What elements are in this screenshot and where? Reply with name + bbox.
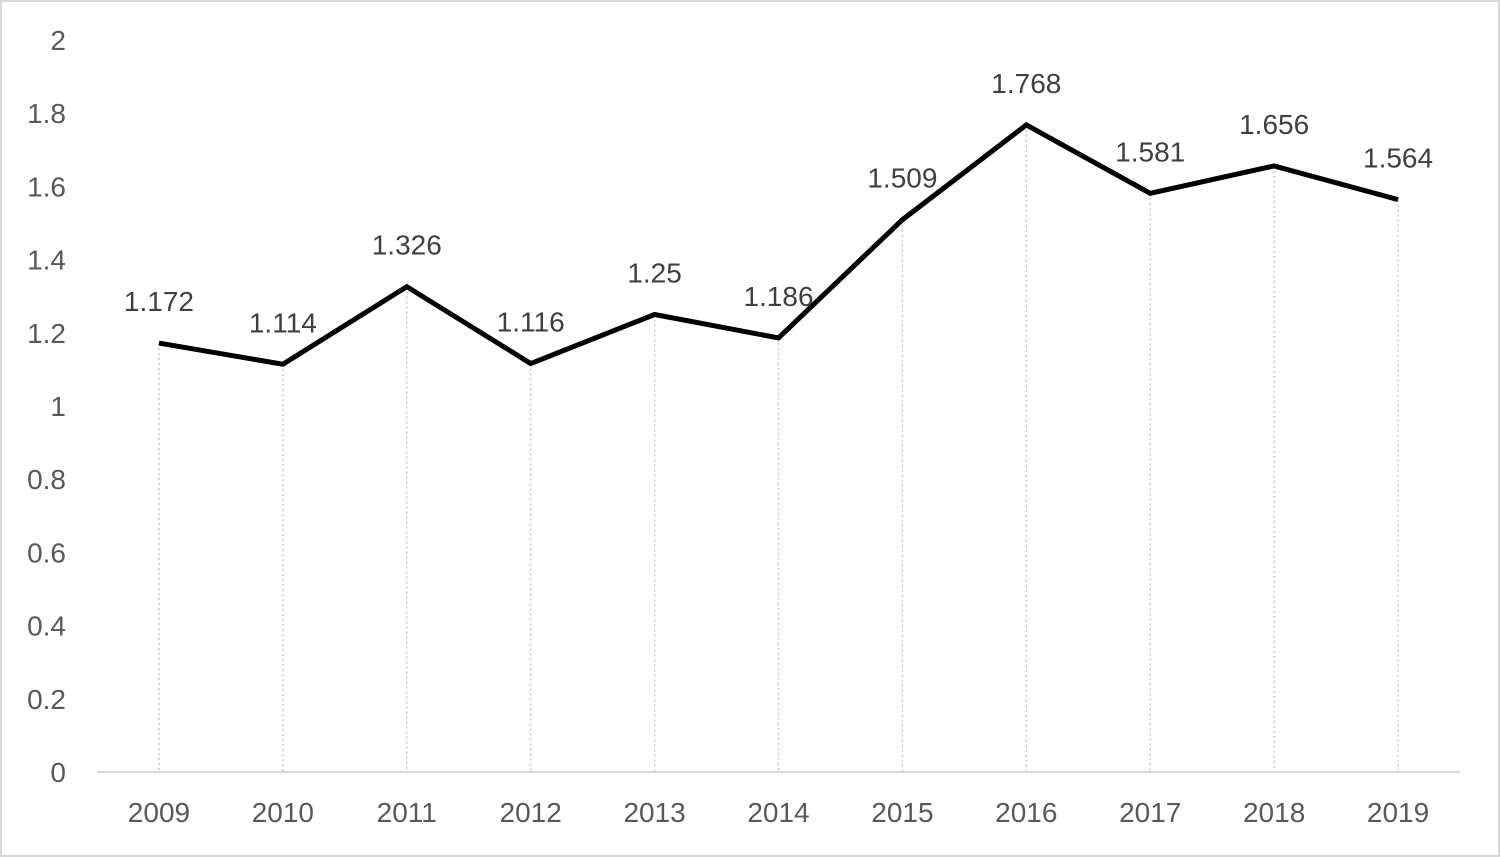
x-tick-label: 2011	[377, 797, 437, 828]
y-tick-label: 0	[50, 757, 66, 788]
y-tick-label: 1.8	[27, 98, 66, 129]
series-line	[158, 121, 1399, 367]
y-tick-label: 1.6	[27, 171, 66, 202]
x-tick-label: 2019	[1367, 797, 1429, 828]
drop-lines	[158, 124, 1399, 772]
data-label: 1.186	[743, 281, 813, 312]
x-tick-label: 2017	[1119, 797, 1181, 828]
x-tick-label: 2018	[1243, 797, 1305, 828]
data-label: 1.25	[627, 258, 682, 289]
data-label: 1.564	[1363, 143, 1433, 174]
data-label: 1.114	[249, 307, 317, 338]
x-tick-label: 2013	[623, 797, 685, 828]
y-tick-label: 0.8	[27, 464, 66, 495]
x-tick-label: 2016	[995, 797, 1057, 828]
x-tick-label: 2015	[871, 797, 933, 828]
y-tick-label: 0.6	[27, 537, 66, 568]
data-label: 1.172	[124, 286, 194, 317]
data-labels: 1.172 1.114 1.326 1.116 1.25 1.186 1.509 1.768 1…	[124, 68, 1433, 338]
x-tick-label: 2012	[500, 797, 562, 828]
data-label: 1.581	[1115, 136, 1185, 167]
x-tick-label: 2010	[252, 797, 314, 828]
x-tick-label: 2009	[128, 797, 190, 828]
y-tick-label: 0.4	[27, 611, 66, 642]
y-axis-tick-labels: 0 0.2 0.4 0.6 0.8 1 1.2 1.4 1.6 1.8 2	[27, 25, 66, 788]
data-label: 1.656	[1239, 109, 1309, 140]
data-label: 1.326	[372, 230, 442, 261]
x-axis-tick-labels: 2009 2010 2011 2012 2013 2014 2015 2016 2017 2018…	[128, 797, 1429, 828]
data-label: 1.509	[867, 163, 937, 194]
data-label: 1.768	[991, 68, 1061, 99]
y-tick-label: 2	[50, 25, 66, 56]
data-label: 1.116	[497, 307, 565, 338]
y-tick-label: 1.4	[27, 245, 66, 276]
x-tick-label: 2014	[747, 797, 809, 828]
y-tick-label: 1	[50, 391, 66, 422]
y-tick-label: 1.2	[27, 318, 66, 349]
y-tick-label: 0.2	[27, 684, 66, 715]
